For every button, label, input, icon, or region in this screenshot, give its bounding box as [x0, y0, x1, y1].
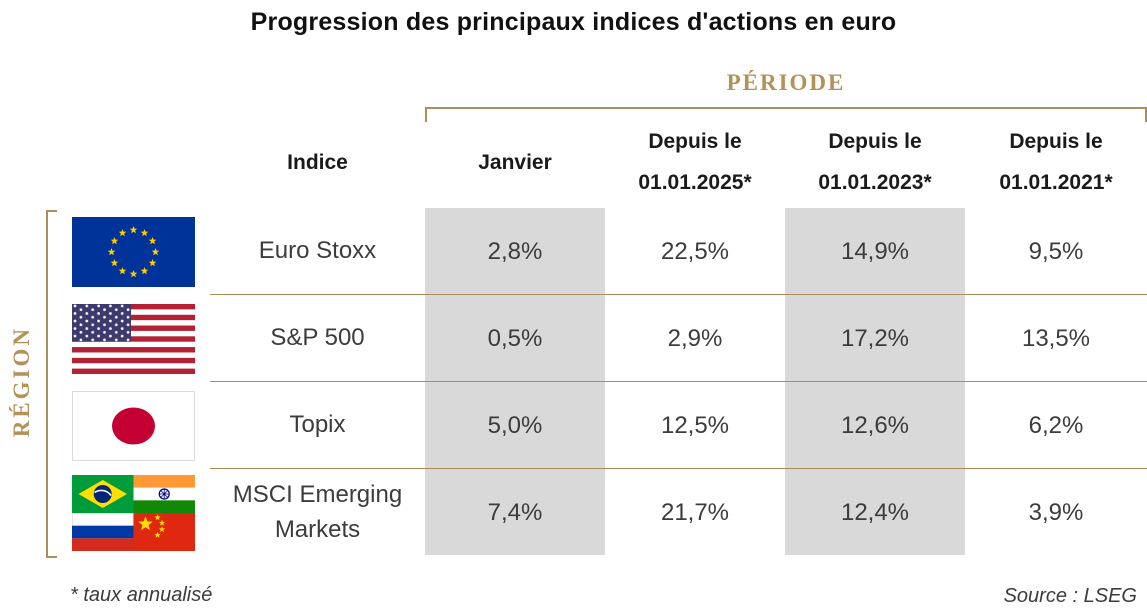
- value-cell: 7,4%: [487, 498, 543, 526]
- eu-flag: [72, 208, 195, 295]
- value-cell: 6,2%: [1028, 411, 1084, 439]
- row-divider: [210, 294, 1147, 295]
- region-bracket: [46, 210, 57, 558]
- value-cell: 3,9%: [1028, 498, 1084, 526]
- value-cell: 9,5%: [1028, 237, 1084, 265]
- column-header-2025: Depuis le 01.01.2025*: [605, 118, 785, 206]
- column-header-text: 01.01.2021*: [999, 171, 1113, 194]
- value-cell: 2,9%: [667, 324, 723, 352]
- column-header-text: Depuis le: [828, 130, 922, 153]
- value-cell: 12,4%: [840, 498, 910, 526]
- table-row: Topix 5,0% 12,5% 12,6% 6,2%: [0, 382, 1147, 469]
- value-cell: 17,2%: [840, 324, 910, 352]
- india-flag-icon: [133, 474, 195, 513]
- table-row: S&P 500 0,5% 2,9% 17,2% 13,5%: [0, 295, 1147, 382]
- japan-flag: [72, 382, 195, 469]
- value-cell: 0,5%: [487, 324, 543, 352]
- eu-flag-icon: [72, 216, 195, 287]
- russia-flag-icon: [72, 512, 134, 551]
- value-cell: 13,5%: [1021, 324, 1091, 352]
- index-name: S&P 500: [270, 324, 365, 352]
- value-cell: 21,7%: [660, 498, 730, 526]
- index-name: MSCI Emerging Markets: [232, 480, 403, 543]
- value-cell: 12,5%: [660, 411, 730, 439]
- us-flag: [72, 295, 195, 382]
- column-header-2021: Depuis le 01.01.2021*: [965, 118, 1147, 206]
- index-name: Euro Stoxx: [258, 237, 377, 265]
- footnote: * taux annualisé: [70, 584, 213, 606]
- value-cell: 5,0%: [487, 411, 543, 439]
- value-cell: 12,6%: [840, 411, 910, 439]
- column-header-text: 01.01.2023*: [818, 171, 932, 194]
- table-header-row: Indice Janvier Depuis le 01.01.2025* Dep…: [0, 118, 1147, 206]
- column-header-text: Janvier: [478, 150, 552, 174]
- column-header-janvier: Janvier: [425, 118, 605, 206]
- column-header-2023: Depuis le 01.01.2023*: [785, 118, 965, 206]
- row-divider: [210, 381, 1147, 382]
- page-title: Progression des principaux indices d'act…: [250, 8, 897, 36]
- brazil-flag-icon: [72, 474, 134, 513]
- column-header-indice: Indice: [210, 118, 425, 206]
- bric-flags: [72, 469, 195, 556]
- us-flag-icon: [72, 303, 195, 374]
- japan-flag-icon: [72, 390, 195, 461]
- column-header-text: Indice: [287, 150, 348, 174]
- source-credit: Source : LSEG: [1003, 585, 1137, 607]
- value-cell: 22,5%: [660, 237, 730, 265]
- column-header-text: Depuis le: [648, 130, 742, 153]
- bric-flags-icon: [72, 474, 195, 551]
- china-flag-icon: [133, 512, 195, 551]
- value-cell: 2,8%: [487, 237, 543, 265]
- period-group-label: PÉRIODE: [726, 70, 846, 95]
- row-divider: [210, 468, 1147, 469]
- table-row: MSCI Emerging Markets 7,4% 21,7% 12,4% 3…: [0, 469, 1147, 556]
- table-row: Euro Stoxx 2,8% 22,5% 14,9% 9,5%: [0, 208, 1147, 295]
- column-header-text: 01.01.2025*: [638, 171, 752, 194]
- index-name: Topix: [289, 411, 346, 439]
- value-cell: 14,9%: [840, 237, 910, 265]
- column-header-text: Depuis le: [1009, 130, 1103, 153]
- period-bracket: [425, 107, 1147, 122]
